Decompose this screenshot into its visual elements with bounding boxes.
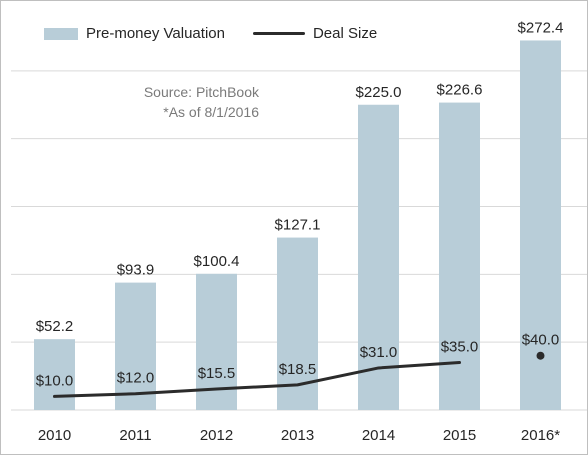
bar-value-label: $52.2 <box>36 318 74 335</box>
legend-label-valuation: Pre-money Valuation <box>86 25 225 42</box>
x-tick-label: 2016* <box>521 427 560 444</box>
x-tick-label: 2011 <box>119 427 151 444</box>
deal-size-value-label: $15.5 <box>198 365 236 382</box>
legend-item-valuation: Pre-money Valuation <box>44 25 225 42</box>
bar-value-label: $272.4 <box>518 19 564 36</box>
x-tick-label: 2012 <box>200 427 233 444</box>
deal-size-value-label: $18.5 <box>279 361 317 378</box>
deal-size-value-label: $31.0 <box>360 344 398 361</box>
legend-label-deal-size: Deal Size <box>312 25 378 42</box>
bar <box>439 102 480 410</box>
bar <box>358 104 399 410</box>
legend-swatch-bar <box>44 27 78 40</box>
legend-item-deal-size: Deal Size <box>252 25 378 42</box>
bar-value-label: $127.1 <box>275 217 321 234</box>
deal-size-line <box>53 361 461 398</box>
bar-value-label: $226.6 <box>437 82 483 99</box>
x-tick-label: 2015 <box>443 427 476 444</box>
deal-size-value-label: $40.0 <box>522 332 560 349</box>
bar <box>115 282 156 410</box>
bar-value-label: $100.4 <box>194 253 240 270</box>
as-of-note: *As of 8/1/2016 <box>163 104 259 120</box>
legend-swatch-line <box>252 32 305 35</box>
bar <box>520 40 561 410</box>
source-note: Source: PitchBook *As of 8/1/2016 <box>144 82 259 122</box>
bar-value-label: $225.0 <box>356 84 402 101</box>
deal-size-value-label: $10.0 <box>36 372 74 389</box>
deal-size-point <box>536 351 545 360</box>
bar <box>34 339 75 410</box>
source-text: Source: PitchBook <box>143 84 259 100</box>
deal-size-value-label: $35.0 <box>441 339 479 356</box>
x-tick-label: 2010 <box>38 427 71 444</box>
x-tick-label: 2014 <box>362 427 395 444</box>
bar-value-label: $93.9 <box>117 262 155 279</box>
x-tick-label: 2013 <box>281 427 314 444</box>
chart-legend: Pre-money Valuation Deal Size <box>44 25 405 42</box>
deal-size-value-label: $12.0 <box>117 370 155 387</box>
